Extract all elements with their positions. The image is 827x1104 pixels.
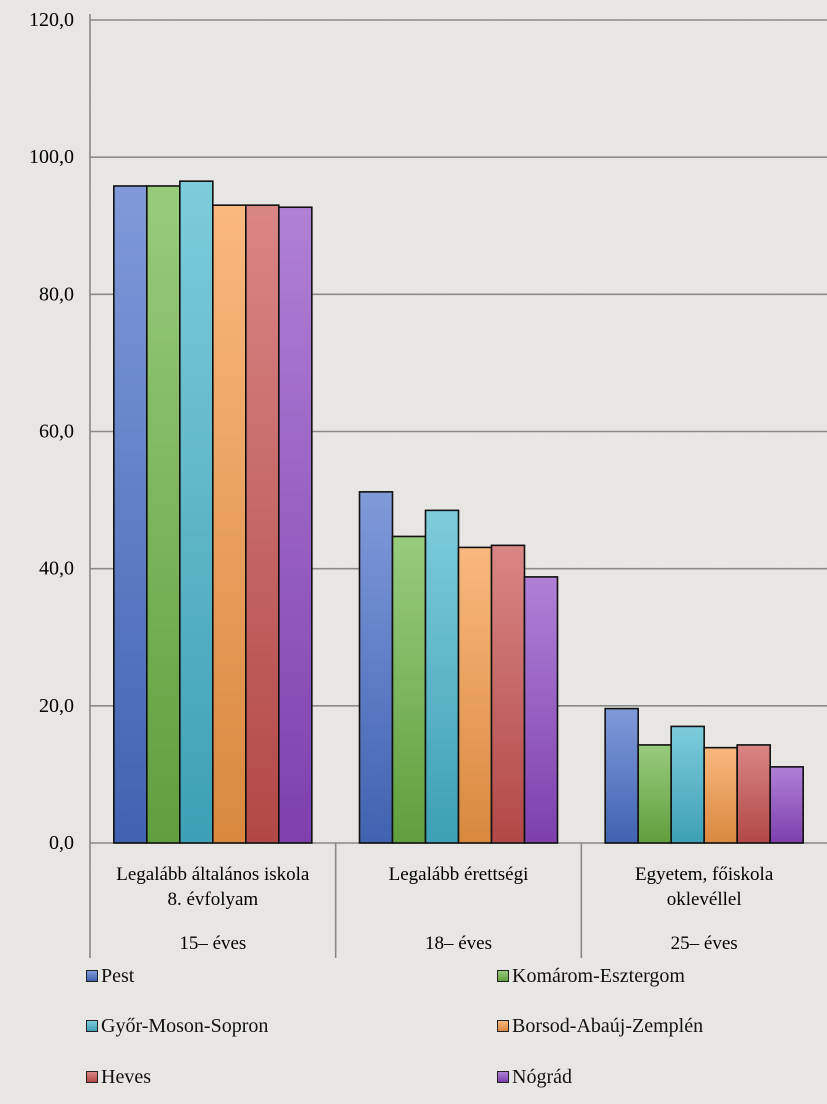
y-tick-label: 40,0: [39, 558, 74, 580]
y-tick-label: 0,0: [49, 832, 74, 854]
y-tick-label: 60,0: [39, 421, 74, 443]
legend-label: Komárom-Esztergom: [512, 964, 685, 987]
bar: [179, 180, 214, 844]
legend-label: Heves: [101, 1065, 151, 1088]
bar: [604, 707, 639, 844]
legend-label: Pest: [101, 964, 135, 987]
bar: [391, 535, 427, 844]
legend-item: Komárom-Esztergom: [497, 963, 685, 989]
legend-item: Borsod-Abaúj-Zemplén: [497, 1013, 703, 1039]
bar: [113, 185, 148, 844]
legend-swatch: [497, 1071, 509, 1083]
legend-label: Borsod-Abaúj-Zemplén: [512, 1014, 704, 1037]
x-category-label: Egyetem, főiskola: [635, 864, 774, 885]
legend-label: Győr-Moson-Sopron: [101, 1014, 269, 1037]
bar: [278, 206, 313, 844]
x-category-label: Legalább általános iskola: [116, 864, 310, 885]
legend-swatch: [86, 1020, 98, 1032]
legend-item: Heves: [86, 1064, 151, 1090]
bar: [490, 544, 526, 844]
bar: [146, 185, 181, 844]
bar: [523, 576, 559, 844]
bar: [703, 746, 738, 844]
legend-swatch: [86, 970, 98, 982]
bar: [212, 204, 247, 844]
bar: [769, 766, 804, 844]
legend-item: Győr-Moson-Sopron: [86, 1013, 268, 1039]
bar: [245, 204, 280, 844]
legend-swatch: [497, 970, 509, 982]
y-tick-label: 100,0: [29, 146, 74, 168]
legend-swatch: [497, 1020, 509, 1032]
x-age-label: 18– éves: [425, 933, 492, 954]
y-tick-label: 80,0: [39, 283, 74, 305]
legend-item: Pest: [86, 963, 134, 989]
bar: [670, 725, 705, 844]
legend-swatch: [86, 1071, 98, 1083]
legend-item: Nógrád: [497, 1064, 572, 1090]
x-age-label: 15– éves: [179, 933, 246, 954]
x-category-label: oklevéllel: [667, 889, 742, 910]
legend-label: Nógrád: [512, 1065, 572, 1088]
x-category-label: 8. évfolyam: [167, 889, 258, 910]
x-category-label: Legalább érettségi: [389, 864, 529, 885]
bar: [736, 744, 771, 844]
bar: [637, 744, 672, 844]
bar: [358, 491, 394, 844]
bar: [457, 546, 493, 844]
bar: [424, 509, 460, 844]
y-tick-label: 20,0: [39, 695, 74, 717]
x-age-label: 25– éves: [671, 933, 738, 954]
y-tick-label: 120,0: [29, 9, 74, 31]
